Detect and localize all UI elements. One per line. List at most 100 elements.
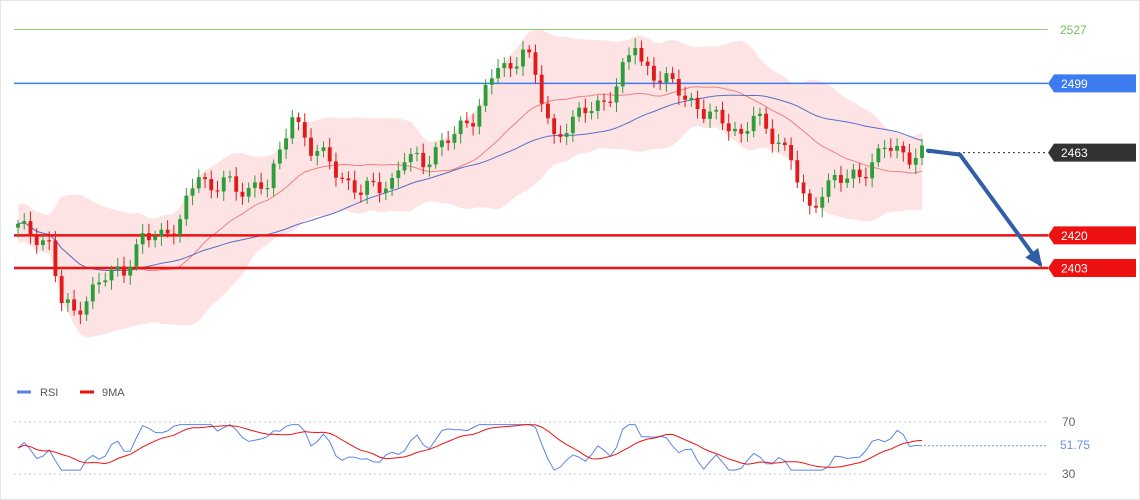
- candle-body: [153, 236, 158, 241]
- candle: [508, 56, 513, 77]
- forecast-arrow-shaft: [926, 148, 1042, 267]
- candle-body: [165, 229, 170, 234]
- candle-body: [521, 49, 525, 67]
- candle-body: [358, 192, 363, 195]
- candle-body: [72, 299, 77, 311]
- candle: [408, 147, 413, 172]
- candle-body: [782, 142, 787, 146]
- candle: [234, 167, 239, 201]
- candle: [795, 150, 800, 189]
- candle-body: [234, 176, 239, 192]
- candle: [882, 140, 887, 158]
- candle: [502, 57, 507, 77]
- candle: [708, 103, 712, 128]
- candle: [309, 128, 313, 162]
- candle: [365, 176, 370, 204]
- candle-body: [396, 170, 401, 178]
- candle: [34, 228, 39, 254]
- candle-body: [489, 78, 494, 85]
- price-tag-label: 2527: [1060, 23, 1087, 37]
- candle-body: [458, 120, 463, 135]
- candle-body: [795, 160, 800, 183]
- candle: [184, 187, 189, 226]
- candle: [97, 272, 101, 294]
- candle-body: [65, 299, 70, 303]
- candle-body: [390, 177, 395, 189]
- candle-body: [178, 219, 183, 236]
- candle-body: [533, 52, 538, 75]
- candle: [595, 95, 600, 119]
- rsi-tick-70: 70: [1062, 415, 1076, 429]
- candle: [246, 182, 251, 203]
- candle: [651, 57, 656, 88]
- candle: [757, 107, 762, 126]
- candle: [290, 109, 295, 145]
- candle: [832, 169, 837, 189]
- candle-body: [483, 84, 488, 106]
- candle-body: [757, 113, 762, 116]
- candle: [128, 259, 133, 285]
- rsi-legend: RSI 9MA: [17, 387, 125, 399]
- candle: [78, 301, 83, 325]
- candle-body: [676, 78, 681, 96]
- candle-body: [346, 178, 351, 181]
- candle-body: [913, 157, 918, 165]
- candle: [122, 256, 126, 284]
- candle: [377, 172, 382, 203]
- candle: [720, 101, 725, 130]
- candle: [464, 112, 469, 128]
- forecast-arrow: [926, 148, 1043, 268]
- candle-body: [870, 162, 875, 179]
- candle: [751, 106, 756, 138]
- rsi-current-value: 51.75: [1060, 438, 1090, 452]
- ma-legend-label: 9MA: [102, 387, 125, 399]
- candle-body: [408, 153, 413, 163]
- price-tag-box: [1048, 259, 1136, 278]
- candle-body: [745, 131, 750, 134]
- candle-body: [664, 73, 669, 83]
- candle: [265, 179, 270, 198]
- candle: [315, 144, 320, 166]
- candle-body: [415, 152, 419, 155]
- candle-body: [770, 128, 775, 144]
- candle-body: [97, 282, 101, 285]
- candle: [171, 224, 176, 245]
- candle: [539, 65, 544, 113]
- candle-body: [78, 310, 83, 315]
- candle: [402, 152, 407, 175]
- candle-body: [683, 95, 688, 100]
- candle-body: [22, 221, 27, 224]
- candle: [221, 170, 226, 201]
- candle: [745, 122, 750, 142]
- candle: [913, 148, 918, 175]
- candle-body: [851, 169, 856, 179]
- price-tag-label: 2420: [1061, 229, 1088, 243]
- candle: [346, 171, 351, 190]
- candle-body: [302, 122, 307, 138]
- candle-body: [59, 276, 64, 303]
- candle-body: [228, 176, 232, 178]
- candle-body: [764, 113, 769, 129]
- candle: [895, 138, 899, 159]
- candle: [284, 128, 289, 160]
- candle-body: [577, 107, 582, 117]
- candle-body: [246, 187, 251, 197]
- candle: [103, 272, 108, 287]
- candle: [807, 189, 812, 215]
- candle: [901, 141, 906, 162]
- candle: [446, 130, 451, 151]
- rsi-line: [17, 424, 923, 471]
- candle: [558, 125, 563, 143]
- candle-body: [670, 73, 675, 79]
- candle-body: [464, 120, 469, 124]
- candle-body: [402, 162, 407, 171]
- candle-body: [134, 244, 139, 267]
- candle: [16, 219, 20, 238]
- candle: [115, 257, 120, 277]
- candle: [570, 110, 575, 142]
- candle: [153, 230, 158, 248]
- candle: [415, 146, 419, 162]
- candle: [789, 137, 794, 170]
- candle-body: [645, 61, 650, 66]
